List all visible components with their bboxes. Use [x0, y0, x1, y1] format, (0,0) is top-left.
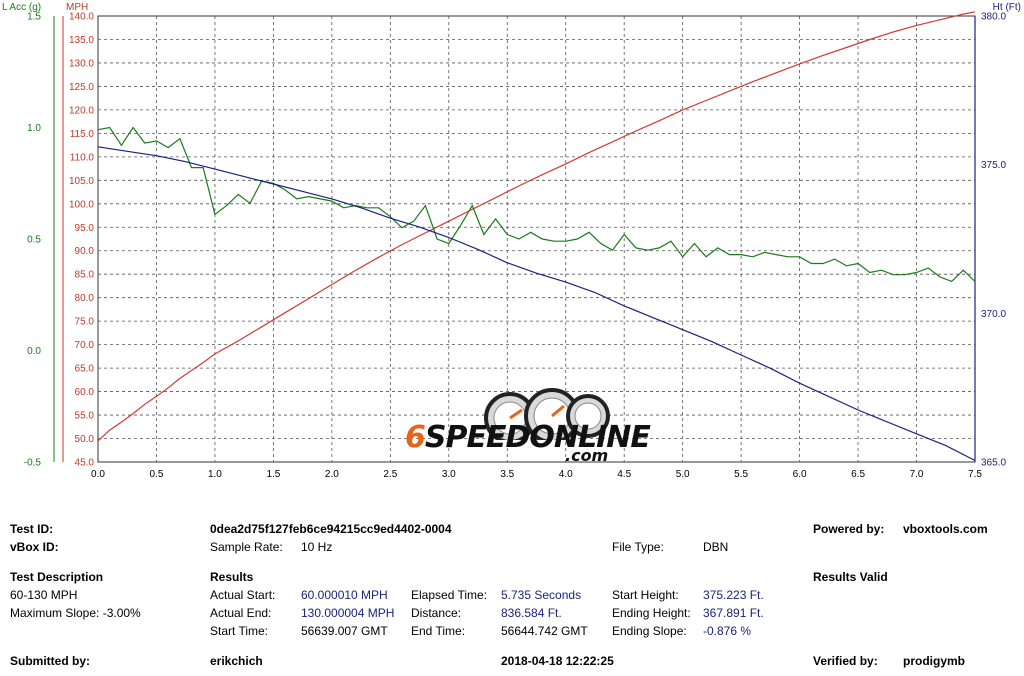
test-description-value: 60-130 MPH — [10, 588, 78, 602]
actual-end-value: 130.000004 MPH — [301, 606, 395, 620]
ending-slope-label: Ending Slope: — [612, 624, 687, 638]
mph-tick-label: 50.0 — [75, 434, 95, 445]
vbox-id-label: vBox ID: — [10, 540, 59, 554]
x-tick-label: 7.0 — [910, 469, 924, 480]
powered-by-label: Powered by: — [813, 522, 885, 536]
mph-tick-label: 120.0 — [69, 105, 94, 116]
max-slope: Maximum Slope: -3.00% — [10, 606, 141, 620]
verified-by-value: prodigymb — [903, 654, 965, 668]
elapsed-time-value: 5.735 Seconds — [501, 588, 582, 602]
mph-tick-label: 45.0 — [75, 458, 95, 469]
x-tick-label: 6.5 — [851, 469, 865, 480]
results-heading: Results — [210, 570, 254, 584]
actual-start-label: Actual Start: — [210, 588, 276, 602]
mph-tick-label: 60.0 — [75, 387, 95, 398]
actual-end-label: Actual End: — [210, 606, 272, 620]
x-tick-label: 7.5 — [968, 469, 982, 480]
mph-tick-label: 80.0 — [75, 293, 95, 304]
mph-tick-label: 100.0 — [69, 199, 94, 210]
height-tick-label: 370.0 — [981, 309, 1006, 320]
test-id-value: 0dea2d75f127feb6ce94215cc9ed4402-0004 — [210, 522, 452, 536]
x-tick-label: 1.0 — [208, 469, 222, 480]
mph-tick-label: 105.0 — [69, 176, 94, 187]
mph-tick-label: 90.0 — [75, 246, 95, 257]
x-tick-label: 5.0 — [676, 469, 690, 480]
accel-tick-label: 1.5 — [27, 12, 41, 23]
mph-tick-label: 70.0 — [75, 340, 95, 351]
series-line-left_speed — [97, 11, 976, 442]
x-tick-label: 3.0 — [442, 469, 456, 480]
x-tick-label: 6.0 — [793, 469, 807, 480]
mph-tick-label: 85.0 — [75, 270, 95, 281]
mph-tick-label: 110.0 — [70, 152, 95, 163]
submitted-by-value: erikchich — [210, 654, 263, 668]
file-type-value: DBN — [703, 540, 729, 554]
mph-tick-label: 75.0 — [75, 317, 95, 328]
ending-slope-value: -0.876 % — [703, 624, 752, 638]
mph-tick-label: 95.0 — [75, 223, 95, 234]
accel-tick-label: 1.0 — [27, 123, 41, 134]
ending-height-value: 367.891 Ft. — [703, 606, 764, 620]
start-time-value: 56639.007 GMT — [301, 624, 388, 638]
x-tick-label: 5.5 — [734, 469, 748, 480]
x-tick-label: 4.0 — [559, 469, 573, 480]
height-tick-label: 375.0 — [981, 160, 1006, 171]
powered-by-value: vboxtools.com — [903, 522, 988, 536]
ending-height-label: Ending Height: — [612, 606, 691, 620]
logo-wordmark: 6SPEEDONLINE — [405, 420, 651, 455]
plot-area — [97, 15, 976, 463]
gauges-icon — [484, 388, 610, 440]
mph-tick-label: 135.0 — [69, 35, 94, 46]
x-tick-label: 2.0 — [325, 469, 339, 480]
accel-tick-label: 0.0 — [27, 346, 41, 357]
start-height-label: Start Height: — [612, 588, 679, 602]
x-tick-label: 3.5 — [500, 469, 514, 480]
mph-tick-label: 125.0 — [69, 82, 94, 93]
test-description-heading: Test Description — [10, 570, 104, 584]
submitted-by-label: Submitted by: — [10, 654, 90, 668]
height-axis-label: Ht (Ft) — [993, 2, 1021, 13]
mph-axis-label: MPH — [66, 2, 88, 13]
x-tick-label: 0.5 — [150, 469, 164, 480]
mph-tick-label: 115.0 — [70, 129, 95, 140]
actual-start-value: 60.000010 MPH — [301, 588, 388, 602]
height-tick-label: 365.0 — [981, 458, 1006, 469]
verified-by-label: Verified by: — [813, 654, 878, 668]
start-time-label: Start Time: — [210, 624, 269, 638]
x-tick-label: 1.5 — [266, 469, 280, 480]
mph-tick-label: 140.0 — [69, 12, 94, 23]
mph-tick-label: 55.0 — [75, 411, 95, 422]
results-valid: Results Valid — [813, 570, 888, 584]
accel-tick-label: -0.5 — [24, 458, 42, 469]
x-tick-label: 0.0 — [91, 469, 105, 480]
sample-rate-value: 10 Hz — [301, 540, 333, 554]
start-height-value: 375.223 Ft. — [703, 588, 764, 602]
chart: 0.0 0.5 1.0 1.5 2.0 2.5 3.0 3.5 4.0 4.5 5.0 5.5 6.0 6… — [2, 2, 1021, 480]
accel-tick-label: 0.5 — [27, 235, 41, 246]
distance-value: 836.584 Ft. — [501, 606, 562, 620]
mph-tick-label: 65.0 — [75, 364, 95, 375]
sixspeedonline-logo: 6SPEEDONLINE .com — [405, 380, 670, 470]
test-id-label: Test ID: — [10, 522, 54, 536]
elapsed-time-label: Elapsed Time: — [411, 588, 488, 602]
end-time-value: 56644.742 GMT — [501, 624, 588, 638]
series-line-left_accel — [97, 126, 976, 283]
test-date: 2018-04-18 12:22:25 — [501, 654, 614, 668]
height-tick-label: 380.0 — [981, 12, 1006, 23]
series-line-right_height — [97, 146, 976, 462]
distance-label: Distance: — [411, 606, 462, 620]
mph-tick-label: 130.0 — [69, 58, 94, 69]
x-tick-label: 4.5 — [617, 469, 631, 480]
accel-axis-label: L Acc (g) — [2, 2, 41, 13]
sample-rate-label: Sample Rate: — [210, 540, 283, 554]
end-time-label: End Time: — [411, 624, 466, 638]
logo-domain: .com — [565, 446, 609, 465]
x-tick-label: 2.5 — [383, 469, 397, 480]
file-type-label: File Type: — [612, 540, 664, 554]
